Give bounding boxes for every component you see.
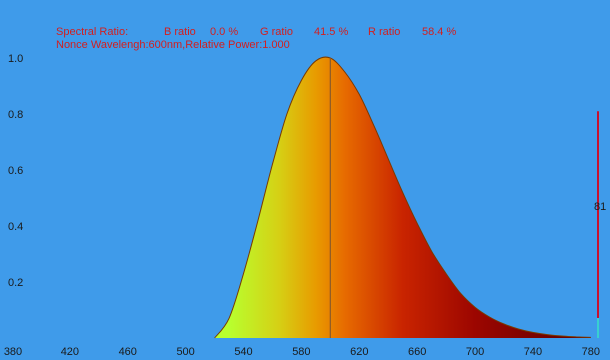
spectral-ratio-line: Spectral Ratio: B ratio 0.0 % G ratio 41.5 %… — [56, 26, 456, 38]
x-tick-label: 380 — [4, 346, 22, 358]
g-ratio-label: G ratio — [260, 26, 294, 38]
x-tick-label: 700 — [466, 346, 484, 358]
x-tick-label: 540 — [234, 346, 252, 358]
y-tick-label: 1.0 — [8, 53, 23, 65]
y-tick-label: 0.6 — [8, 165, 23, 177]
x-tick-label: 660 — [408, 346, 426, 358]
spectrum-area — [214, 57, 591, 338]
x-tick-label: 420 — [61, 346, 79, 358]
b-ratio-label: B ratio — [164, 26, 196, 38]
peak-wavelength-line: Nonce Wavelengh:600nm,Relative Power:1.0… — [56, 39, 290, 51]
r-ratio-label: R ratio — [368, 26, 401, 38]
x-tick-label: 580 — [292, 346, 310, 358]
y-tick-label: 0.8 — [8, 109, 23, 121]
x-tick-label: 460 — [119, 346, 137, 358]
x-tick-label: 780 — [582, 346, 600, 358]
spectral-ratio-label: Spectral Ratio: — [56, 26, 129, 38]
y-tick-label: 0.4 — [8, 221, 23, 233]
r-ratio-value: 58.4 % — [422, 26, 457, 38]
y-tick-label: 0.2 — [8, 277, 23, 289]
x-tick-label: 740 — [524, 346, 542, 358]
b-ratio-value: 0.0 % — [210, 26, 239, 38]
x-tick-label: 620 — [350, 346, 368, 358]
side-level-value: 81 — [594, 201, 606, 213]
g-ratio-value: 41.5 % — [314, 26, 349, 38]
spectrum-outline — [214, 56, 591, 339]
x-tick-label: 500 — [176, 346, 194, 358]
